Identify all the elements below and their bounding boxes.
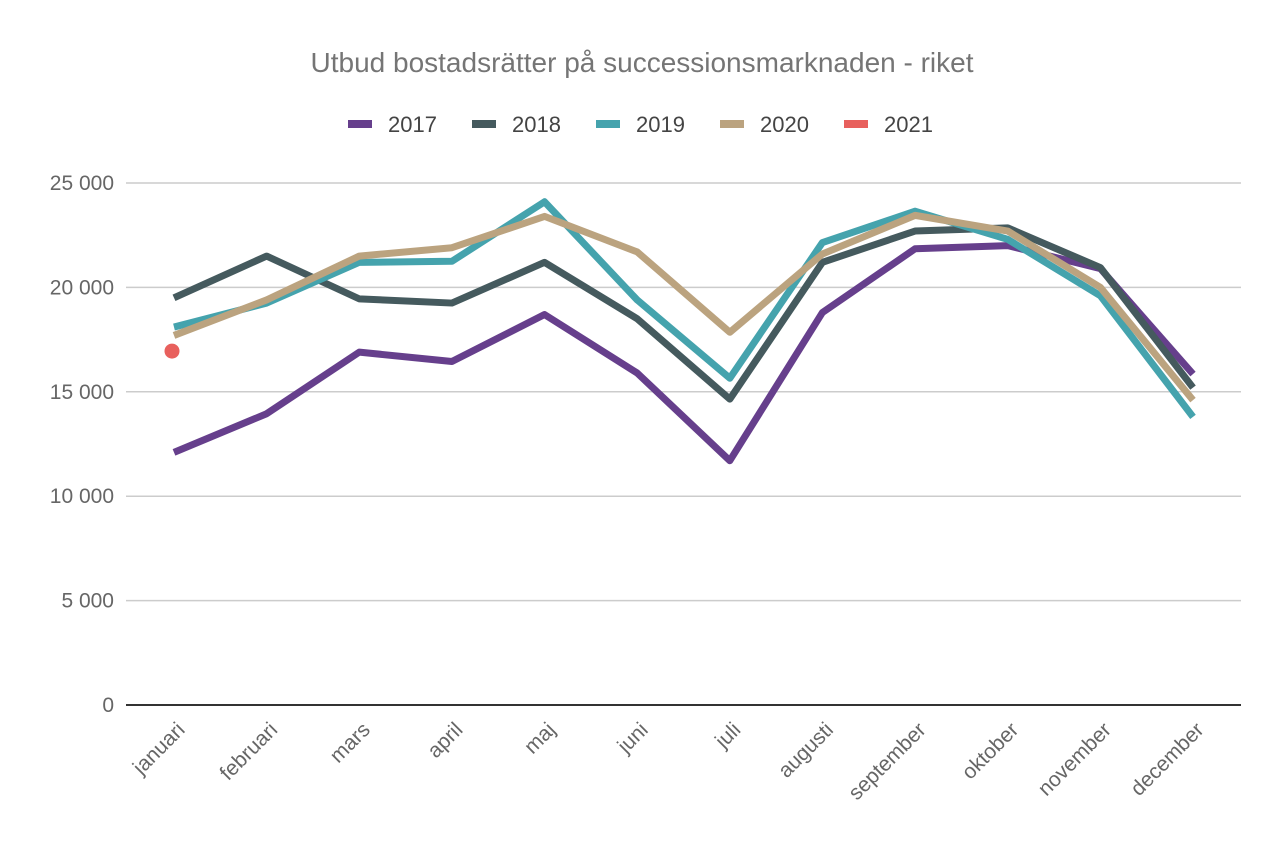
x-tick-label: februari [216,718,283,785]
legend-label-2017: 2017 [388,112,437,137]
series-group [164,198,1196,465]
series-line-2019 [173,198,1196,419]
x-tick-label: april [423,718,467,762]
legend-label-2021: 2021 [884,112,933,137]
y-tick-label: 25 000 [50,172,114,195]
series-point-2021 [164,343,180,359]
legend-swatch-2021 [844,120,868,128]
y-axis-tick-labels: 0 5 000 10 000 15 000 20 000 25 000 [50,172,114,717]
legend-swatch-2017 [348,120,372,128]
x-tick-label: maj [520,718,560,758]
legend-swatch-2018 [472,120,496,128]
y-tick-label: 15 000 [50,381,114,404]
y-tick-label: 20 000 [50,276,114,299]
x-tick-label: juli [710,718,745,753]
gridlines [126,182,1241,602]
x-tick-label: juni [613,718,653,758]
x-tick-label: mars [326,718,375,767]
x-tick-label: augusti [774,718,838,782]
legend-label-2020: 2020 [760,112,809,137]
x-tick-label: oktober [957,718,1023,784]
y-tick-label: 0 [102,694,114,717]
legend-label-2019: 2019 [636,112,685,137]
chart-title: Utbud bostadsrätter på successionsmarkna… [311,47,974,78]
legend-swatch-2019 [596,120,620,128]
y-tick-label: 5 000 [61,590,114,613]
series-line-2020 [172,211,1196,403]
x-axis-tick-labels: januari februari mars april maj juni juli augus… [128,718,1209,804]
legend-swatch-2020 [720,120,744,128]
legend-label-2018: 2018 [512,112,561,137]
legend: 2017 2018 2019 2020 2021 [348,112,933,137]
x-tick-label: januari [128,718,190,780]
x-tick-label: december [1126,718,1208,800]
series-line-2018 [172,224,1196,403]
x-tick-label: september [844,718,930,804]
x-tick-label: november [1034,718,1116,800]
y-tick-label: 10 000 [50,485,114,508]
